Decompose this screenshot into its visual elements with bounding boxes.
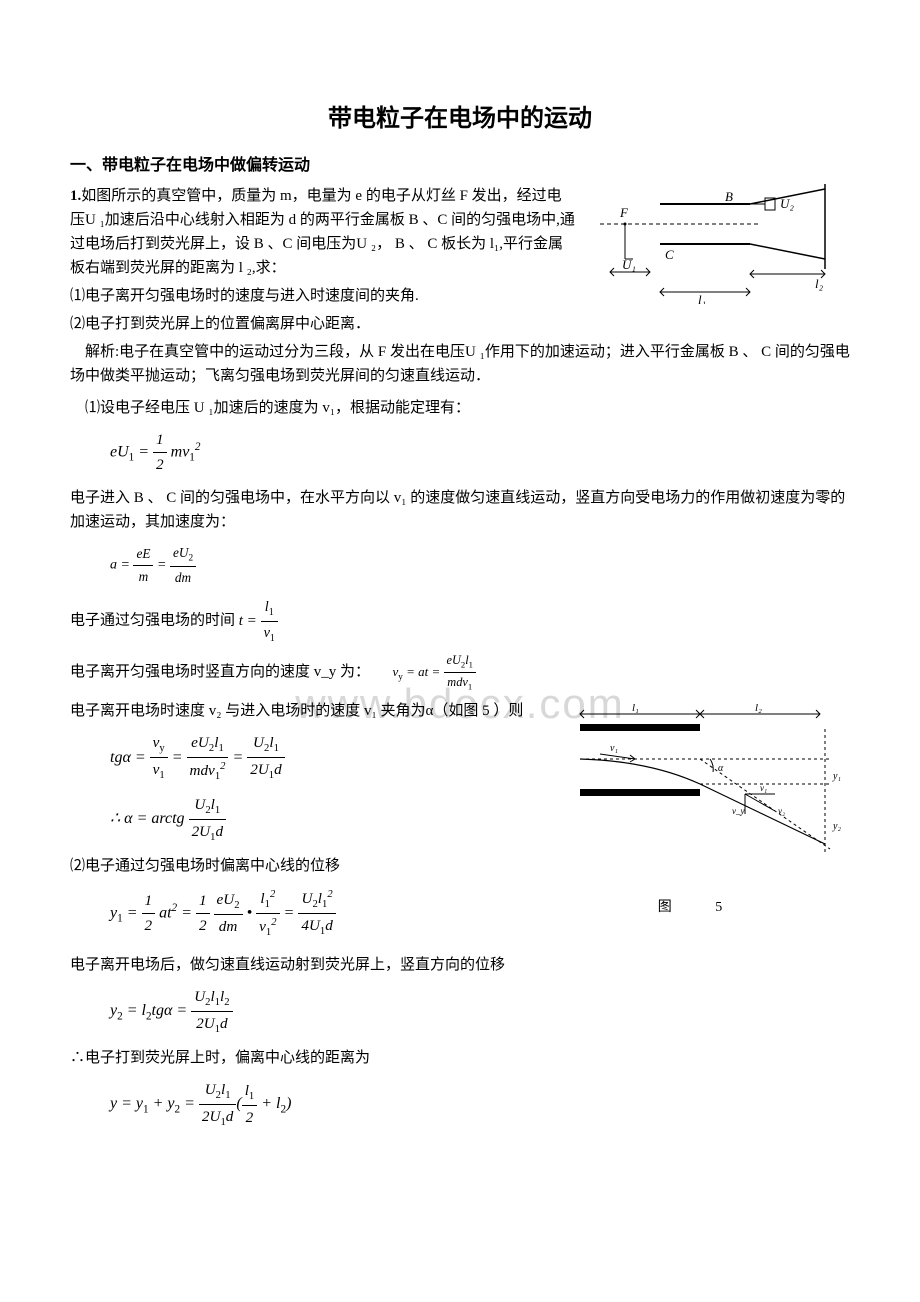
svg-text:y₁: y₁ bbox=[832, 771, 841, 782]
figure-5-caption: 图 5 bbox=[550, 897, 850, 919]
step-7-text: 电子离开电场后，做匀速直线运动射到荧光屏上，竖直方向的位移 bbox=[70, 953, 850, 977]
svg-text:v₁: v₁ bbox=[760, 783, 767, 793]
problem-number: 1. bbox=[70, 188, 81, 204]
question-2: ⑵电子打到荧光屏上的位置偏离屏中心距离． bbox=[70, 312, 850, 336]
svg-text:v₁: v₁ bbox=[610, 743, 618, 754]
step-4-text: 电子离开匀强电场时竖直方向的速度 v_y 为： vy = at = eU2l1m… bbox=[70, 651, 850, 695]
step-8-text: ∴电子打到荧光屏上时，偏离中心线的距离为 bbox=[70, 1046, 850, 1070]
svg-text:v₂: v₂ bbox=[778, 806, 785, 816]
svg-text:C: C bbox=[665, 247, 674, 262]
svg-text:U₂: U₂ bbox=[780, 196, 794, 211]
svg-text:B: B bbox=[725, 189, 733, 204]
formula-2: a = eEm = eU2dm bbox=[110, 542, 850, 589]
figure-1: F B C U₂ U₁ l₁ bbox=[590, 184, 850, 312]
svg-text:l₁: l₁ bbox=[698, 292, 706, 304]
svg-text:l₂: l₂ bbox=[755, 702, 762, 714]
page-title: 带电粒子在电场中的运动 bbox=[70, 100, 850, 138]
formula-1: eU1 = 12 mv12 bbox=[110, 428, 850, 478]
step-2-text: 电子进入 B 、 C 间的匀强电场中，在水平方向以 v₁ 的速度做匀速直线运动，… bbox=[70, 486, 850, 534]
figure-5: l₁ l₂ v₁ α v₁ bbox=[550, 699, 850, 919]
analysis-text: 解析:电子在真空管中的运动过分为三段，从 F 发出在电压U ₁作用下的加速运动；… bbox=[70, 340, 850, 388]
svg-text:α: α bbox=[718, 763, 724, 774]
step-3-text: 电子通过匀强电场的时间 t = l1v1 bbox=[70, 596, 850, 647]
formula-9: y = y1 + y2 = U2l12U1d(l12 + l2) bbox=[110, 1078, 850, 1131]
svg-text:y₂: y₂ bbox=[832, 821, 841, 832]
formula-8: y2 = l2tgα = U2l1l22U1d bbox=[110, 985, 850, 1038]
svg-text:F: F bbox=[619, 205, 629, 220]
section-heading: 一、带电粒子在电场中做偏转运动 bbox=[70, 153, 850, 179]
step-1-text: ⑴设电子经电压 U ₁加速后的速度为 v₁，根据动能定理有： bbox=[70, 396, 850, 420]
svg-text:l₂: l₂ bbox=[815, 276, 824, 291]
svg-text:v_y: v_y bbox=[732, 806, 745, 816]
svg-text:l₁: l₁ bbox=[632, 702, 639, 714]
